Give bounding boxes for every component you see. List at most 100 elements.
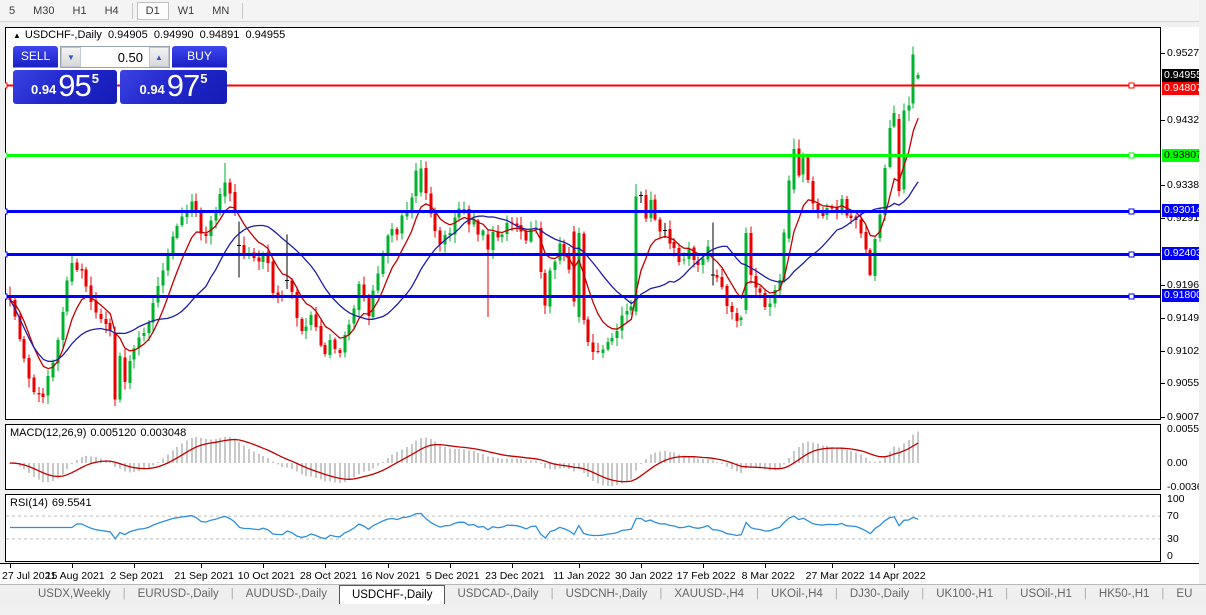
date-tick-mark [832,564,834,568]
price-tick-mark [1161,284,1165,286]
macd-signal-line [9,438,919,483]
buy-price-prefix: 0.94 [139,82,165,97]
rsi-tick-label: 30 [1167,532,1179,545]
timeframe-mn[interactable]: MN [212,4,230,17]
hline-0.91800[interactable] [5,293,1160,300]
ohlc-high: 0.94990 [153,29,194,41]
price-tick-mark [1161,53,1165,54]
tab-audusd-daily[interactable]: AUDUSD-,Daily [245,588,327,600]
date-tick-label: 30 Jan 2022 [615,570,673,582]
date-axis[interactable]: 27 Jul 2021 15 Aug 2021 2 Sep 2021 21 Sep 2… [0,563,1199,584]
toolbar-separator [242,2,244,19]
hline-left-handle[interactable] [5,152,8,159]
tab-usdcad-daily[interactable]: USDCAD-,Daily [457,588,539,600]
tab-dj30-daily[interactable]: DJ30-,Daily [849,588,910,600]
hline-0.92403[interactable] [5,251,1160,258]
macd-label: MACD(12,26,9) 0.005120 0.003048 [10,427,190,439]
tab-uk100-h1[interactable]: UK100-,H1 [936,588,994,600]
chart-tab-bar: USDX,Weekly | EURUSD-,Daily | AUDUSD-,Daily U… [0,584,1206,604]
price-tick-mark [1161,119,1165,121]
macd-tick-label: 0.00 [1167,457,1188,469]
macd-tick-label: 0.005537 [1167,423,1206,435]
date-tick-mark [703,564,705,568]
price-tick-mark [1161,417,1165,418]
volume-stepper: ▼ ▲ [60,46,170,68]
buy-price-pip: 5 [200,71,208,86]
hline-left-handle[interactable] [5,82,8,89]
hline-right-handle[interactable] [1128,251,1135,258]
symbol-label: USDCHF-,Daily [24,29,102,41]
timeframe-5[interactable]: 5 [9,4,16,17]
price-tick-label: 0.91960 [1167,278,1205,291]
hline-right-handle[interactable] [1128,208,1135,215]
price-tick-label: 0.90550 [1167,377,1205,390]
date-tick-mark [263,564,265,568]
tab-hk50-h1[interactable]: HK50-,H1 [1098,588,1150,600]
volume-decrease-button[interactable]: ▼ [61,47,81,67]
hline-right-handle[interactable] [1128,293,1135,300]
tab-eu[interactable]: EU [1176,588,1193,600]
price-tick-label: 0.93380 [1167,179,1205,192]
hline-badge: 0.93014 [1162,204,1202,218]
hline-right-handle[interactable] [1128,152,1135,159]
macd-name: MACD(12,26,9) [10,427,87,439]
hline-left-handle[interactable] [5,208,8,215]
toolbar-separator [131,2,133,19]
buy-price-box[interactable]: 0.94 97 5 [120,70,227,104]
macd-indicator-panel[interactable] [5,424,1161,490]
hline-badge: 0.91800 [1162,289,1202,303]
tab-eurusd-daily[interactable]: EURUSD-,Daily [137,588,219,600]
sell-price-big: 95 [58,68,91,103]
price-tick-mark [1161,218,1165,220]
tab-separator: | [122,588,126,600]
tab-usdcnh-daily[interactable]: USDCNH-,Daily [565,588,648,600]
sell-button[interactable]: SELL [13,46,58,68]
rsi-indicator-panel[interactable] [5,494,1161,562]
rsi-frame [5,494,1161,562]
hline-0.93014[interactable] [5,208,1160,215]
hline-0.93807[interactable] [5,152,1160,159]
price-tick-mark [1161,185,1165,187]
tab-xauusd-h4[interactable]: XAUUSD-,H4 [674,588,745,600]
date-tick-mark [10,564,11,568]
main-chart-frame [5,27,1161,420]
timeframe-d1[interactable]: D1 [136,1,169,20]
rsi-tick-label: 70 [1167,510,1179,523]
volume-increase-button[interactable]: ▲ [149,47,169,67]
rsi-tick-label: 0 [1167,550,1173,562]
date-tick-label: 8 Mar 2022 [741,570,795,582]
tab-separator: | [550,588,554,600]
rsi-line [10,512,919,540]
buy-button[interactable]: BUY [172,46,227,68]
price-axis[interactable]: 0.95270 0.94320 0.93380 0.92910 0.91960 0.914… [1161,27,1206,563]
date-tick-mark [449,564,451,568]
date-tick-mark [134,564,136,568]
sell-price-pip: 5 [91,71,100,86]
timeframe-h4[interactable]: H4 [104,4,119,17]
timeframe-m30[interactable]: M30 [33,4,55,17]
ma-fast-line [9,117,919,370]
price-tick-label: 0.95270 [1167,47,1205,59]
timeframe-h1[interactable]: H1 [72,4,87,17]
tab-separator: | [1161,588,1165,600]
hline-left-handle[interactable] [5,293,8,300]
tab-usdx-weekly[interactable]: USDX,Weekly [38,588,111,600]
ohlc-close: 0.94955 [245,29,286,41]
hline-right-handle[interactable] [1128,82,1135,89]
date-tick-mark [387,564,389,568]
sell-price-box[interactable]: 0.94 95 5 [13,70,117,104]
rsi-name: RSI(14) [10,497,48,509]
timeframe-w1[interactable]: W1 [177,4,195,17]
date-tick-label: 15 Aug 2021 [45,570,105,582]
volume-input[interactable] [81,47,149,67]
tab-usdchf-daily[interactable]: USDCHF-,Daily [338,585,446,604]
timeframe-toolbar: 5 M30 H1 H4 D1 W1 MN [0,0,1206,22]
hline-left-handle[interactable] [5,251,8,258]
tab-usoil-h1[interactable]: USOil-,H1 [1020,588,1072,600]
tab-ukoil-h4[interactable]: UKOil-,H4 [771,588,823,600]
ohlc-open: 0.94905 [107,29,148,41]
hline-badge: 0.94807 [1162,81,1202,95]
date-tick-label: 23 Dec 2021 [485,570,545,582]
collapse-icon[interactable]: ▲ [13,31,21,40]
